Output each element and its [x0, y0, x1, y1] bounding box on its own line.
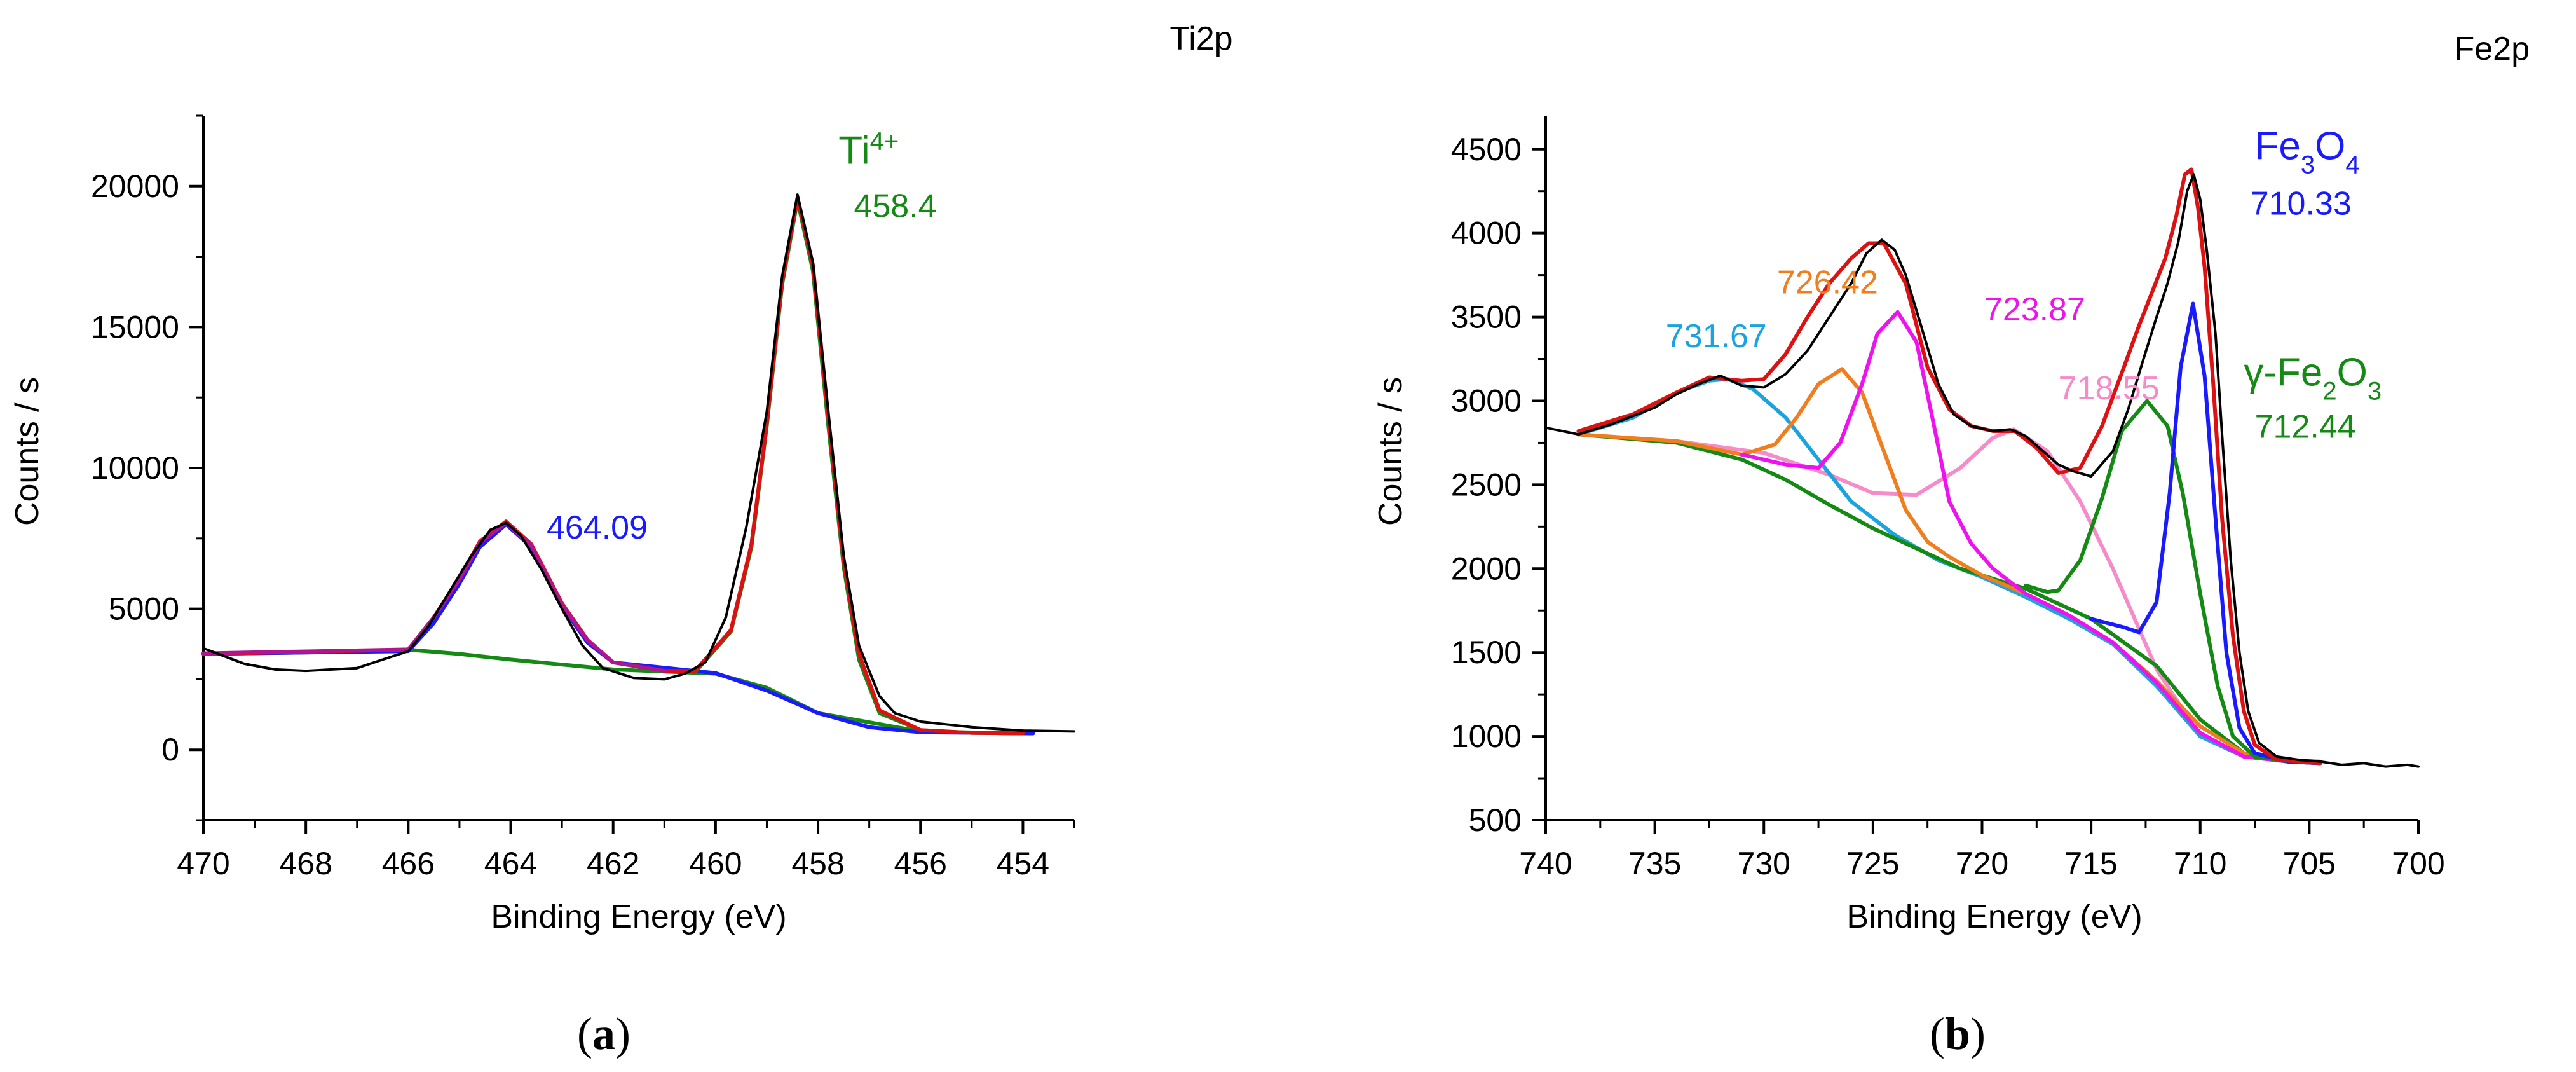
- x-tick-label: 464: [484, 846, 537, 881]
- y-tick-label: 1000: [1451, 718, 1522, 754]
- series-line-experimental: [1544, 173, 2420, 768]
- x-tick-label: 466: [382, 846, 435, 881]
- panel-b-caption: (b): [1930, 1008, 1986, 1059]
- peak-annotation: 718.55: [2059, 370, 2160, 407]
- y-tick-label: 500: [1469, 802, 1522, 838]
- y-tick-label: 3000: [1451, 383, 1522, 418]
- x-tick-label: 730: [1738, 846, 1790, 881]
- series-line-envelope: [201, 195, 1025, 736]
- series-line-component-726-42: [1576, 367, 2322, 764]
- y-tick-label: 10000: [91, 450, 179, 486]
- peak-annotation: 458.4: [854, 188, 936, 225]
- peak-annotation: 464.09: [547, 509, 648, 546]
- x-tick-label: 468: [279, 846, 332, 881]
- x-tick-label: 735: [1628, 846, 1681, 881]
- y-tick-label: 5000: [109, 591, 179, 627]
- species-label: Fe3O4: [2255, 125, 2360, 179]
- panel-a-series: [201, 193, 1075, 736]
- x-tick-label: 725: [1846, 846, 1899, 881]
- series-line-background-b: [1576, 432, 2322, 766]
- series-line-component-723-87: [1740, 310, 2322, 766]
- species-label: Ti4+: [838, 127, 899, 172]
- x-tick-label: 700: [2392, 846, 2444, 881]
- series-line-ti-2p1-2-component: [201, 522, 1035, 736]
- y-tick-label: 4000: [1451, 216, 1522, 251]
- x-tick-label: 462: [587, 846, 639, 881]
- panel-a-ticks: 470 468 466 464 462 460 458 456 454 0 5000 10000 150…: [91, 114, 1075, 881]
- series-line-component-718-55: [1576, 427, 2322, 766]
- peak-annotation: 723.87: [1984, 291, 2085, 328]
- panel-b-series: [1544, 167, 2420, 768]
- species-label: γ-Fe2O3: [2244, 351, 2382, 406]
- series-line-experimental: [202, 193, 1075, 733]
- panel-a-caption: (a): [577, 1008, 630, 1059]
- panel-b-xlabel: Binding Energy (eV): [1846, 898, 2142, 935]
- y-tick-label: 2000: [1451, 551, 1522, 586]
- y-tick-label: 2500: [1451, 467, 1522, 502]
- x-tick-label: 740: [1519, 846, 1572, 881]
- x-tick-label: 460: [689, 846, 742, 881]
- panel-b-ylabel: Counts / s: [1372, 377, 1409, 526]
- panel-a: 470 468 466 464 462 460 458 456 454 0 5000 10000 150…: [9, 20, 1233, 1059]
- panel-b-annotations: 731.67 726.42 723.87 718.55 710.33 712.44 Fe3O…: [1666, 125, 2382, 446]
- panel-a-caption-letter: a: [592, 1008, 615, 1059]
- x-tick-label: 705: [2283, 846, 2336, 881]
- panel-b-ticks: 740 735 730 725 720 715 710 705 700 500 1000 1500 20…: [1451, 132, 2445, 881]
- y-tick-label: 0: [161, 732, 179, 767]
- panel-a-title: Ti2p: [1169, 20, 1232, 57]
- x-tick-label: 458: [791, 846, 844, 881]
- x-tick-label: 710: [2174, 846, 2226, 881]
- panel-b: 740 735 730 725 720 715 710 705 700 500 1000 1500 20…: [1372, 31, 2530, 1059]
- x-tick-label: 470: [177, 846, 229, 881]
- series-line-component-712-44: [2024, 399, 2322, 766]
- y-tick-label: 1500: [1451, 635, 1522, 670]
- peak-annotation: 726.42: [1777, 265, 1878, 301]
- panel-a-axes: [202, 116, 1074, 821]
- series-line-component-710-33: [2089, 301, 2322, 766]
- peak-annotation: 731.67: [1666, 318, 1767, 355]
- panel-b-title: Fe2p: [2454, 31, 2530, 67]
- panel-a-xlabel: Binding Energy (eV): [491, 898, 786, 935]
- panel-b-caption-letter: b: [1945, 1008, 1970, 1059]
- x-tick-label: 720: [1956, 846, 2008, 881]
- y-tick-label: 15000: [91, 309, 179, 345]
- y-tick-label: 20000: [91, 168, 179, 204]
- peak-annotation: 710.33: [2251, 186, 2352, 223]
- x-tick-label: 715: [2064, 846, 2117, 881]
- series-line-envelope: [1576, 167, 2322, 766]
- y-tick-label: 4500: [1451, 132, 1522, 167]
- x-tick-label: 456: [894, 846, 947, 881]
- peak-annotation: 712.44: [2255, 409, 2356, 446]
- x-tick-label: 454: [997, 846, 1049, 881]
- y-tick-label: 3500: [1451, 299, 1522, 335]
- panel-a-ylabel: Counts / s: [9, 377, 46, 526]
- panel-a-annotations: 464.09 458.4 Ti4+: [547, 127, 937, 546]
